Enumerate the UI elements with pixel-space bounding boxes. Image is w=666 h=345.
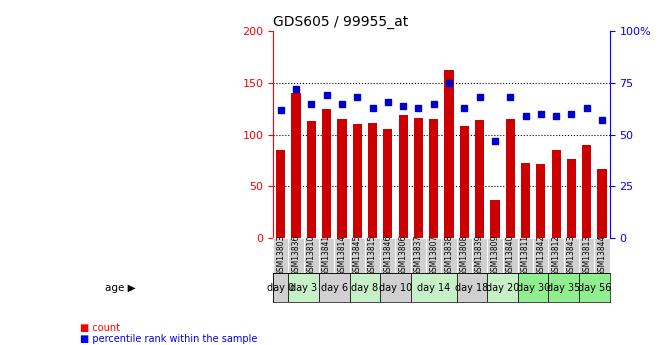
Bar [505,119,515,238]
Bar [460,126,469,238]
Bar [536,164,545,238]
Text: day 10: day 10 [379,283,412,293]
Bar [475,120,484,238]
Text: GSM13846: GSM13846 [384,235,392,276]
FancyBboxPatch shape [350,273,380,303]
Text: day 0: day 0 [267,283,294,293]
Text: GSM13812: GSM13812 [551,235,561,276]
Bar [551,150,561,238]
Bar [597,169,607,238]
Text: day 8: day 8 [351,283,378,293]
Text: GSM13844: GSM13844 [597,235,607,276]
Text: GSM13837: GSM13837 [414,235,423,276]
Text: GSM13807: GSM13807 [429,235,438,276]
Bar [322,109,331,238]
Bar [383,129,392,238]
Text: GSM13815: GSM13815 [368,235,377,276]
Bar [429,119,438,238]
Text: day 20: day 20 [486,283,519,293]
Text: GSM13836: GSM13836 [292,235,300,276]
Text: GSM13843: GSM13843 [567,235,576,276]
FancyBboxPatch shape [411,273,457,303]
Bar [276,150,285,238]
Text: GSM13813: GSM13813 [582,235,591,276]
Bar [398,115,408,238]
Text: GSM13845: GSM13845 [353,235,362,276]
FancyBboxPatch shape [288,273,319,303]
Text: GSM13809: GSM13809 [490,235,500,276]
Text: GSM13806: GSM13806 [399,235,408,276]
Text: GSM13808: GSM13808 [460,235,469,276]
Bar [521,162,530,238]
Bar [567,159,576,238]
Bar [368,123,377,238]
Text: ■ count: ■ count [80,323,120,333]
Bar [292,93,300,238]
Text: day 35: day 35 [547,283,581,293]
Text: ■ percentile rank within the sample: ■ percentile rank within the sample [80,334,257,344]
Text: age ▶: age ▶ [105,283,135,293]
Bar [338,119,346,238]
Text: day 6: day 6 [321,283,348,293]
Bar [352,124,362,238]
Text: day 14: day 14 [417,283,450,293]
Text: GSM13814: GSM13814 [338,235,346,276]
FancyBboxPatch shape [457,273,488,303]
FancyBboxPatch shape [273,273,288,303]
Text: GSM13810: GSM13810 [307,235,316,276]
Bar [444,70,454,238]
Text: day 30: day 30 [517,283,549,293]
Text: day 3: day 3 [290,283,317,293]
FancyBboxPatch shape [488,273,518,303]
Bar [490,200,500,238]
Bar [414,118,423,238]
Bar [307,121,316,238]
Text: GSM13842: GSM13842 [536,235,545,276]
Text: GSM13803: GSM13803 [276,235,285,276]
Text: GSM13840: GSM13840 [505,235,515,276]
Text: day 56: day 56 [577,283,611,293]
FancyBboxPatch shape [380,273,411,303]
Text: GSM13839: GSM13839 [475,235,484,276]
Text: GSM13838: GSM13838 [444,235,454,276]
FancyBboxPatch shape [549,273,579,303]
FancyBboxPatch shape [319,273,350,303]
FancyBboxPatch shape [518,273,549,303]
Text: GDS605 / 99955_at: GDS605 / 99955_at [273,15,408,29]
Text: GSM13841: GSM13841 [322,235,331,276]
Text: day 18: day 18 [456,283,489,293]
Text: GSM13811: GSM13811 [521,235,530,276]
FancyBboxPatch shape [579,273,609,303]
Bar [582,145,591,238]
